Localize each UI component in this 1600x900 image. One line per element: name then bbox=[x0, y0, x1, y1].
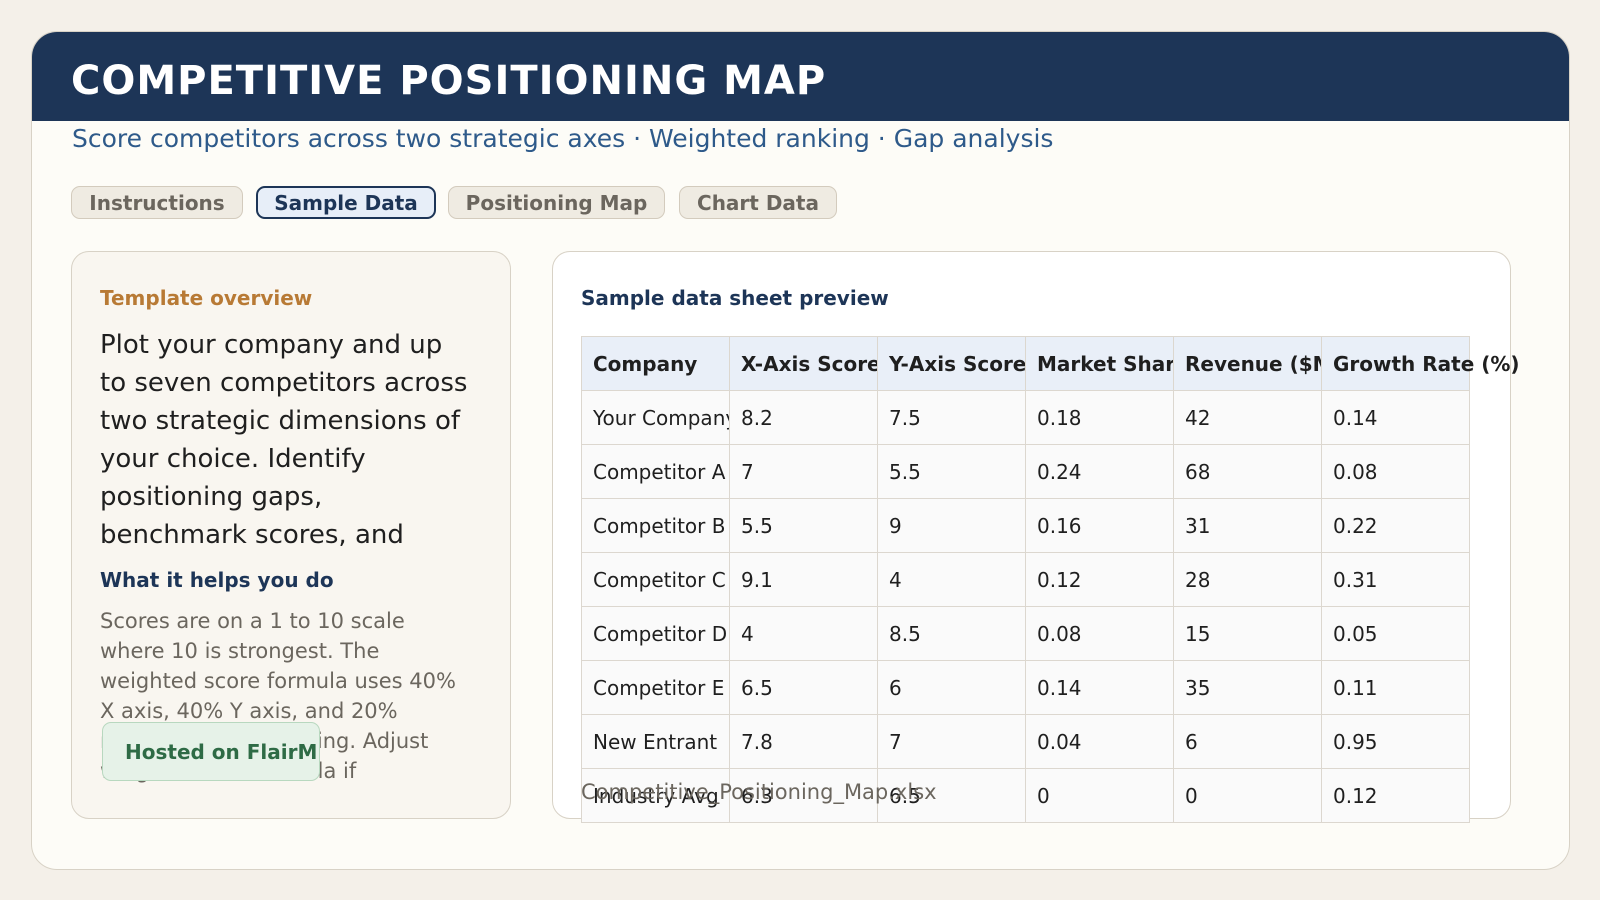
table-row: Competitor C 9.1 4 0.12 28 0.31 bbox=[581, 552, 1470, 607]
table-cell: Competitor B bbox=[581, 498, 730, 553]
table-cell: 9.1 bbox=[729, 552, 878, 607]
preview-heading: Sample data sheet preview bbox=[581, 286, 889, 310]
header-bar: COMPETITIVE POSITIONING MAP bbox=[32, 32, 1569, 121]
table-cell: 6 bbox=[877, 660, 1026, 715]
table-cell: 0.16 bbox=[1025, 498, 1174, 553]
table-cell: 35 bbox=[1173, 660, 1322, 715]
table-cell: 0.18 bbox=[1025, 390, 1174, 445]
column-header: Market Share bbox=[1025, 336, 1174, 391]
table-cell: 6 bbox=[1173, 714, 1322, 769]
title: COMPETITIVE POSITIONING MAP bbox=[71, 58, 827, 104]
table-cell: Competitor D bbox=[581, 606, 730, 661]
table-cell: Industry Avg bbox=[581, 768, 730, 823]
table-cell: 7 bbox=[729, 444, 878, 499]
overview-panel: Template overview Plot your company and … bbox=[71, 251, 511, 819]
header-row: Company X-Axis Score Y-Axis Score Market Sh… bbox=[581, 336, 1520, 391]
table-row: Industry Avg 6.3 6.5 0 0 0.12 bbox=[581, 768, 1470, 823]
data-table: Company X-Axis Score Y-Axis Score Market Sh… bbox=[581, 336, 1520, 823]
column-header: Revenue ($M) bbox=[1173, 336, 1322, 391]
column-header: Company bbox=[581, 336, 730, 391]
table-cell: 6.3 bbox=[729, 768, 878, 823]
table-cell: 0.14 bbox=[1321, 390, 1470, 445]
tab[interactable]: Chart Data bbox=[679, 186, 837, 219]
table-cell: 15 bbox=[1173, 606, 1322, 661]
hosted-badge[interactable]: Hosted on FlairMI bbox=[102, 722, 320, 781]
table-cell: Your Company bbox=[581, 390, 730, 445]
table-cell: 8.5 bbox=[877, 606, 1026, 661]
table-cell: 9 bbox=[877, 498, 1026, 553]
table-cell: 0.14 bbox=[1025, 660, 1174, 715]
table-cell: 0.04 bbox=[1025, 714, 1174, 769]
table-cell: 0.12 bbox=[1025, 552, 1174, 607]
table-cell: 42 bbox=[1173, 390, 1322, 445]
overview-heading: Template overview bbox=[100, 286, 313, 310]
table-cell: 5.5 bbox=[877, 444, 1026, 499]
subtitle: Score competitors across two strategic a… bbox=[72, 124, 1054, 153]
preview-panel: Sample data sheet preview Company X-Axis … bbox=[552, 251, 1520, 823]
table-cell: 28 bbox=[1173, 552, 1322, 607]
table-cell: 0 bbox=[1025, 768, 1174, 823]
table-body: Your Company 8.2 7.5 0.18 42 0.14 Competitor A… bbox=[581, 390, 1470, 823]
card: COMPETITIVE POSITIONING MAP Score compet… bbox=[31, 31, 1570, 870]
table-cell: 0 bbox=[1173, 768, 1322, 823]
table-cell: 68 bbox=[1173, 444, 1322, 499]
table-cell: 0.95 bbox=[1321, 714, 1470, 769]
table-cell: 6.5 bbox=[877, 768, 1026, 823]
table-cell: New Entrant bbox=[581, 714, 730, 769]
table-cell: 0.08 bbox=[1321, 444, 1470, 499]
tab[interactable]: Instructions bbox=[71, 186, 243, 219]
table-row: Your Company 8.2 7.5 0.18 42 0.14 bbox=[581, 390, 1470, 445]
table-row: Competitor D 4 8.5 0.08 15 0.05 bbox=[581, 606, 1470, 661]
overview-text: Plot your company and up to seven compet… bbox=[100, 330, 468, 550]
table-cell: 31 bbox=[1173, 498, 1322, 553]
table-cell: 8.2 bbox=[729, 390, 878, 445]
table-cell: 0.31 bbox=[1321, 552, 1470, 607]
table-cell: Competitor A bbox=[581, 444, 730, 499]
table-cell: Competitor E bbox=[581, 660, 730, 715]
tab[interactable]: Sample Data bbox=[256, 186, 436, 219]
table-cell: 7.8 bbox=[729, 714, 878, 769]
table-row: Competitor E 6.5 6 0.14 35 0.11 bbox=[581, 660, 1470, 715]
table-cell: 4 bbox=[877, 552, 1026, 607]
table-cell: 0.12 bbox=[1321, 768, 1470, 823]
table-cell: 7 bbox=[877, 714, 1026, 769]
table-cell: 0.22 bbox=[1321, 498, 1470, 553]
table-cell: 0.11 bbox=[1321, 660, 1470, 715]
table-cell: 0.24 bbox=[1025, 444, 1174, 499]
table-row: Competitor A 7 5.5 0.24 68 0.08 bbox=[581, 444, 1470, 499]
table-cell: 0.05 bbox=[1321, 606, 1470, 661]
table-cell: 4 bbox=[729, 606, 878, 661]
column-header: Y-Axis Score bbox=[877, 336, 1026, 391]
table-cell: 6.5 bbox=[729, 660, 878, 715]
table-cell: Competitor C bbox=[581, 552, 730, 607]
column-header: X-Axis Score bbox=[729, 336, 878, 391]
table-cell: 5.5 bbox=[729, 498, 878, 553]
tab[interactable]: Positioning Map bbox=[448, 186, 665, 219]
table-cell: 7.5 bbox=[877, 390, 1026, 445]
overview-subheading: What it helps you do bbox=[100, 568, 334, 592]
table-cell: 0.08 bbox=[1025, 606, 1174, 661]
filename: Competitive_Positioning_Map.xlsx bbox=[581, 780, 937, 804]
table-row: Competitor B 5.5 9 0.16 31 0.22 bbox=[581, 498, 1470, 553]
table-row: New Entrant 7.8 7 0.04 6 0.95 bbox=[581, 714, 1470, 769]
column-header: Growth Rate (%) bbox=[1321, 336, 1520, 391]
